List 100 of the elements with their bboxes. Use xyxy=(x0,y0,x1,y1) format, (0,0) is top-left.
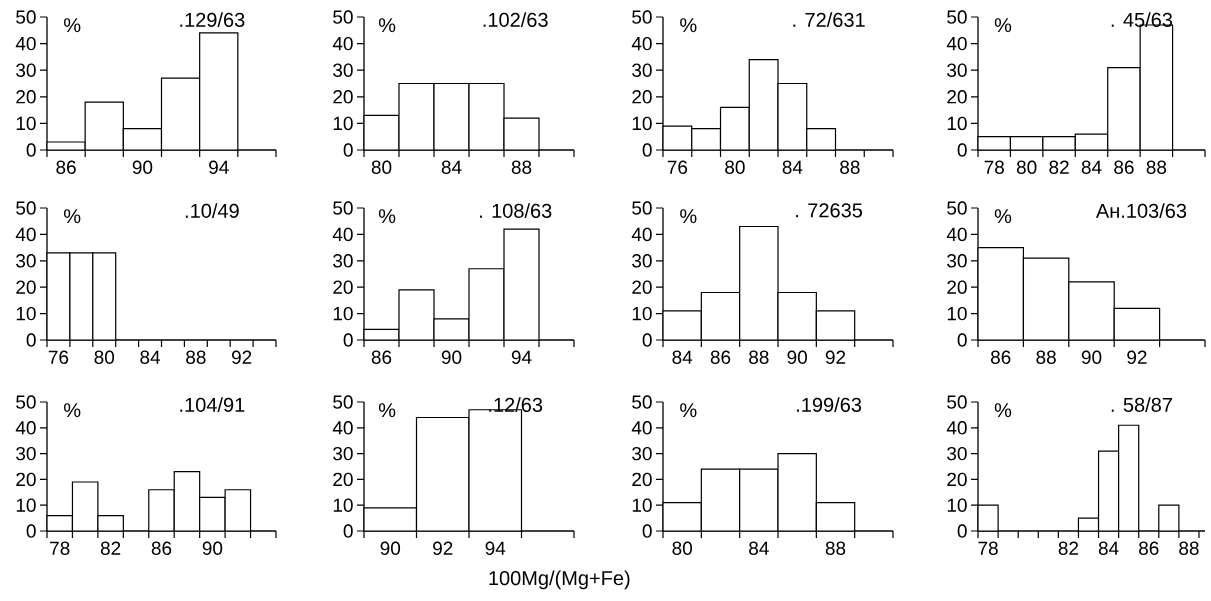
y-tick-label: 40 xyxy=(946,421,967,435)
y-axis-title: % xyxy=(994,209,1012,224)
chart-title: . 72/631 xyxy=(793,12,865,27)
y-tick-label: 0 xyxy=(642,524,652,538)
y-tick-label: 40 xyxy=(631,227,652,242)
y-tick-label: 30 xyxy=(16,63,36,77)
y-axis-title: % xyxy=(680,209,697,224)
x-tick-label: 90 xyxy=(787,350,807,364)
y-tick-label: 20 xyxy=(16,90,36,104)
y-tick-label: 30 xyxy=(333,446,353,461)
y-tick-label: 30 xyxy=(632,446,652,461)
x-tick-label: 86 xyxy=(151,541,172,555)
x-tick-label: 90 xyxy=(1081,350,1102,364)
y-tick-label: 30 xyxy=(632,63,652,77)
x-tick-label: 94 xyxy=(485,541,506,555)
x-tick-label: 90 xyxy=(132,160,153,174)
chart-title: .10/49 xyxy=(185,203,239,218)
x-tick-label: 84 xyxy=(1098,541,1119,555)
x-tick-label: 86 xyxy=(1139,541,1159,555)
y-tick-label: 30 xyxy=(947,63,967,77)
y-axis-title: % xyxy=(994,403,1012,418)
chart-title: .102/63 xyxy=(483,12,548,27)
y-tick-label: 0 xyxy=(642,143,652,157)
x-tick-label: 88 xyxy=(825,541,846,555)
y-tick-label: 40 xyxy=(15,227,36,242)
y-tick-label: 0 xyxy=(343,143,353,157)
y-tick-label: 30 xyxy=(333,254,353,268)
x-tick-label: 80 xyxy=(94,350,115,364)
y-tick-label: 0 xyxy=(957,143,967,157)
y-tick-label: 40 xyxy=(631,421,652,435)
y-tick-label: 50 xyxy=(333,10,353,24)
y-tick-label: 20 xyxy=(947,90,967,104)
x-tick-label: 90 xyxy=(202,541,223,555)
x-tick-label: 80 xyxy=(1016,160,1037,174)
y-tick-label: 20 xyxy=(947,472,967,487)
chart-title: . 72635 xyxy=(796,203,863,218)
y-axis-title: % xyxy=(680,403,697,418)
x-tick-label: 84 xyxy=(140,350,161,364)
x-tick-label: 92 xyxy=(231,350,252,364)
x-tick-label: 88 xyxy=(1179,541,1199,555)
y-tick-label: 10 xyxy=(333,498,353,512)
y-tick-label: 0 xyxy=(343,333,353,347)
y-tick-label: 20 xyxy=(632,90,652,104)
x-tick-label: 82 xyxy=(1058,541,1079,555)
y-tick-label: 10 xyxy=(947,116,967,131)
y-axis-title: % xyxy=(378,209,396,224)
y-tick-label: 50 xyxy=(16,10,36,24)
y-tick-label: 20 xyxy=(333,90,353,104)
chart-title: .129/63 xyxy=(180,12,245,27)
y-tick-label: 20 xyxy=(333,280,353,294)
x-tick-label: 94 xyxy=(209,160,229,174)
y-tick-label: 30 xyxy=(947,446,967,461)
x-tick-label: 88 xyxy=(840,160,860,174)
x-tick-label: 90 xyxy=(380,541,401,555)
y-tick-label: 0 xyxy=(26,333,36,347)
y-tick-label: 10 xyxy=(947,498,967,512)
x-tick-label: 78 xyxy=(978,541,998,555)
y-tick-label: 50 xyxy=(333,201,353,215)
y-tick-label: 40 xyxy=(946,227,967,242)
y-axis-title: % xyxy=(378,18,396,33)
x-tick-label: 86 xyxy=(990,350,1011,364)
y-tick-label: 50 xyxy=(333,395,353,409)
y-tick-label: 40 xyxy=(631,36,652,51)
y-tick-label: 30 xyxy=(632,254,652,268)
x-tick-label: 92 xyxy=(433,541,453,555)
y-tick-label: 0 xyxy=(26,143,36,157)
x-tick-label: 78 xyxy=(984,160,1004,174)
y-tick-label: 20 xyxy=(16,472,36,487)
y-tick-label: 30 xyxy=(333,63,353,77)
y-tick-label: 50 xyxy=(632,10,652,24)
x-tick-label: 94 xyxy=(511,350,532,364)
y-tick-label: 10 xyxy=(16,306,36,321)
y-tick-label: 50 xyxy=(16,395,36,409)
x-tick-label: 86 xyxy=(56,160,76,174)
y-tick-label: 10 xyxy=(632,306,652,321)
chart-title: .199/63 xyxy=(797,397,862,412)
y-tick-label: 40 xyxy=(332,421,353,435)
chart-title: .12/63 xyxy=(489,397,543,412)
y-axis-title: % xyxy=(994,18,1012,33)
x-tick-label: 90 xyxy=(441,350,462,364)
y-tick-label: 40 xyxy=(332,36,353,51)
y-tick-label: 30 xyxy=(16,446,36,461)
y-tick-label: 40 xyxy=(332,227,353,242)
x-tick-label: 76 xyxy=(48,350,69,364)
y-axis-title: % xyxy=(378,403,396,418)
y-tick-label: 50 xyxy=(947,395,967,409)
y-axis-title: % xyxy=(64,18,81,33)
y-tick-label: 50 xyxy=(632,395,652,409)
y-tick-label: 20 xyxy=(632,472,652,487)
chart-title: . 45/63 xyxy=(1111,12,1173,27)
x-tick-label: 88 xyxy=(1036,350,1056,364)
chart-title: .104/91 xyxy=(180,397,245,412)
x-tick-label: 76 xyxy=(667,160,688,174)
x-tick-label: 86 xyxy=(710,350,731,364)
y-tick-label: 50 xyxy=(947,10,967,24)
x-tick-label: 92 xyxy=(825,350,846,364)
x-tick-label: 88 xyxy=(186,350,206,364)
y-tick-label: 10 xyxy=(333,306,353,321)
y-tick-label: 30 xyxy=(16,254,36,268)
y-tick-label: 50 xyxy=(947,201,967,215)
